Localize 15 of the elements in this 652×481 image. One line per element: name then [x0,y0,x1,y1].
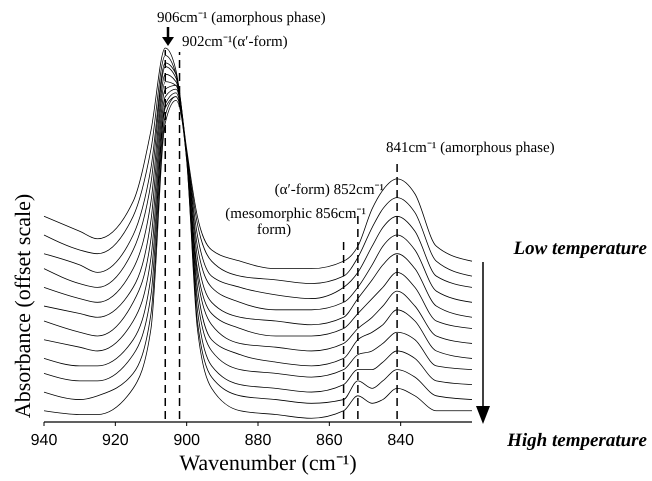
ref-line-label: 841cm⁻¹ (amorphous phase) [386,140,555,156]
ref-line-label: (α′-form) 852cm⁻¹ [274,182,384,198]
x-tick-label: 840 [387,432,414,449]
x-tick-label: 860 [316,432,343,449]
ref-line-label: 906cm⁻¹ (amorphous phase) [157,10,326,26]
ref-line-label: (mesomorphic 856cm⁻¹ form) [225,206,366,238]
ref-line-label: 902cm⁻¹(α′-form) [182,34,288,50]
x-tick-label: 920 [102,432,129,449]
y-axis-title: Absorbance (offset scale) [10,194,35,418]
x-tick-label: 900 [173,432,200,449]
x-axis-title: Wavenumber (cm⁻¹) [179,450,357,475]
x-tick-label: 880 [244,432,272,449]
text: Low temperature [512,238,648,259]
text: High temperature [506,430,648,451]
x-tick-label: 940 [30,432,58,449]
